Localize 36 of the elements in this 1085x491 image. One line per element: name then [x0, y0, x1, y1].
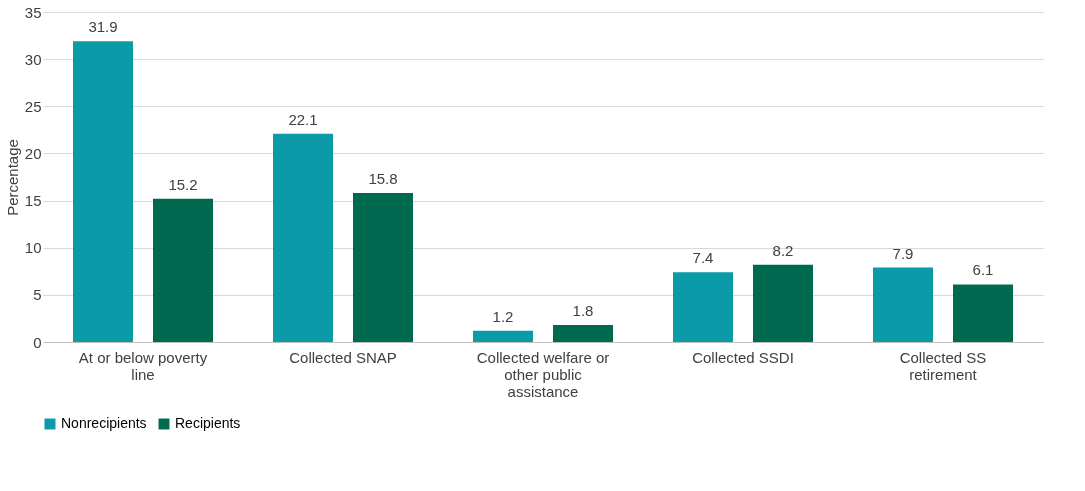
- y-axis-title: Percentage: [3, 139, 21, 216]
- data-label: 7.9: [892, 244, 914, 262]
- x-tick-label: Collected welfare or other public assistance: [476, 348, 610, 400]
- bar: [553, 325, 613, 342]
- data-label: 6.1: [972, 261, 994, 279]
- bar: [273, 133, 333, 342]
- data-label: 15.2: [168, 175, 198, 193]
- data-label: 8.2: [772, 241, 794, 259]
- data-label: 31.9: [88, 18, 118, 36]
- bar: [73, 41, 133, 342]
- y-tick-label: 25: [24, 97, 42, 115]
- y-tick-label: 30: [24, 50, 42, 68]
- y-tick-label: 35: [24, 3, 42, 21]
- data-label: 15.8: [368, 170, 398, 188]
- bar: [673, 272, 733, 342]
- bar: [753, 264, 813, 342]
- data-label: 1.8: [572, 302, 594, 320]
- x-tick-label: Collected SS retirement: [899, 348, 987, 383]
- y-tick-label: 20: [24, 144, 42, 162]
- legend-label: Recipients: [175, 415, 241, 431]
- x-tick-label: Collected SNAP: [289, 348, 397, 366]
- bar: [953, 284, 1013, 342]
- bar: [473, 330, 533, 342]
- y-tick-label: 15: [24, 192, 42, 210]
- data-label: 22.1: [288, 110, 318, 128]
- y-tick-label: 10: [24, 239, 42, 257]
- bar: [873, 267, 933, 342]
- data-label: 7.4: [692, 249, 714, 267]
- data-label: 1.2: [492, 307, 514, 325]
- y-tick-label: 5: [33, 286, 42, 304]
- y-tick-label: 0: [33, 333, 42, 351]
- bar: [153, 198, 213, 342]
- x-tick-label: At or below poverty line: [78, 348, 208, 383]
- legend-label: Nonrecipients: [61, 415, 147, 431]
- bar: [353, 193, 413, 342]
- x-tick-label: Collected SSDI: [692, 348, 794, 366]
